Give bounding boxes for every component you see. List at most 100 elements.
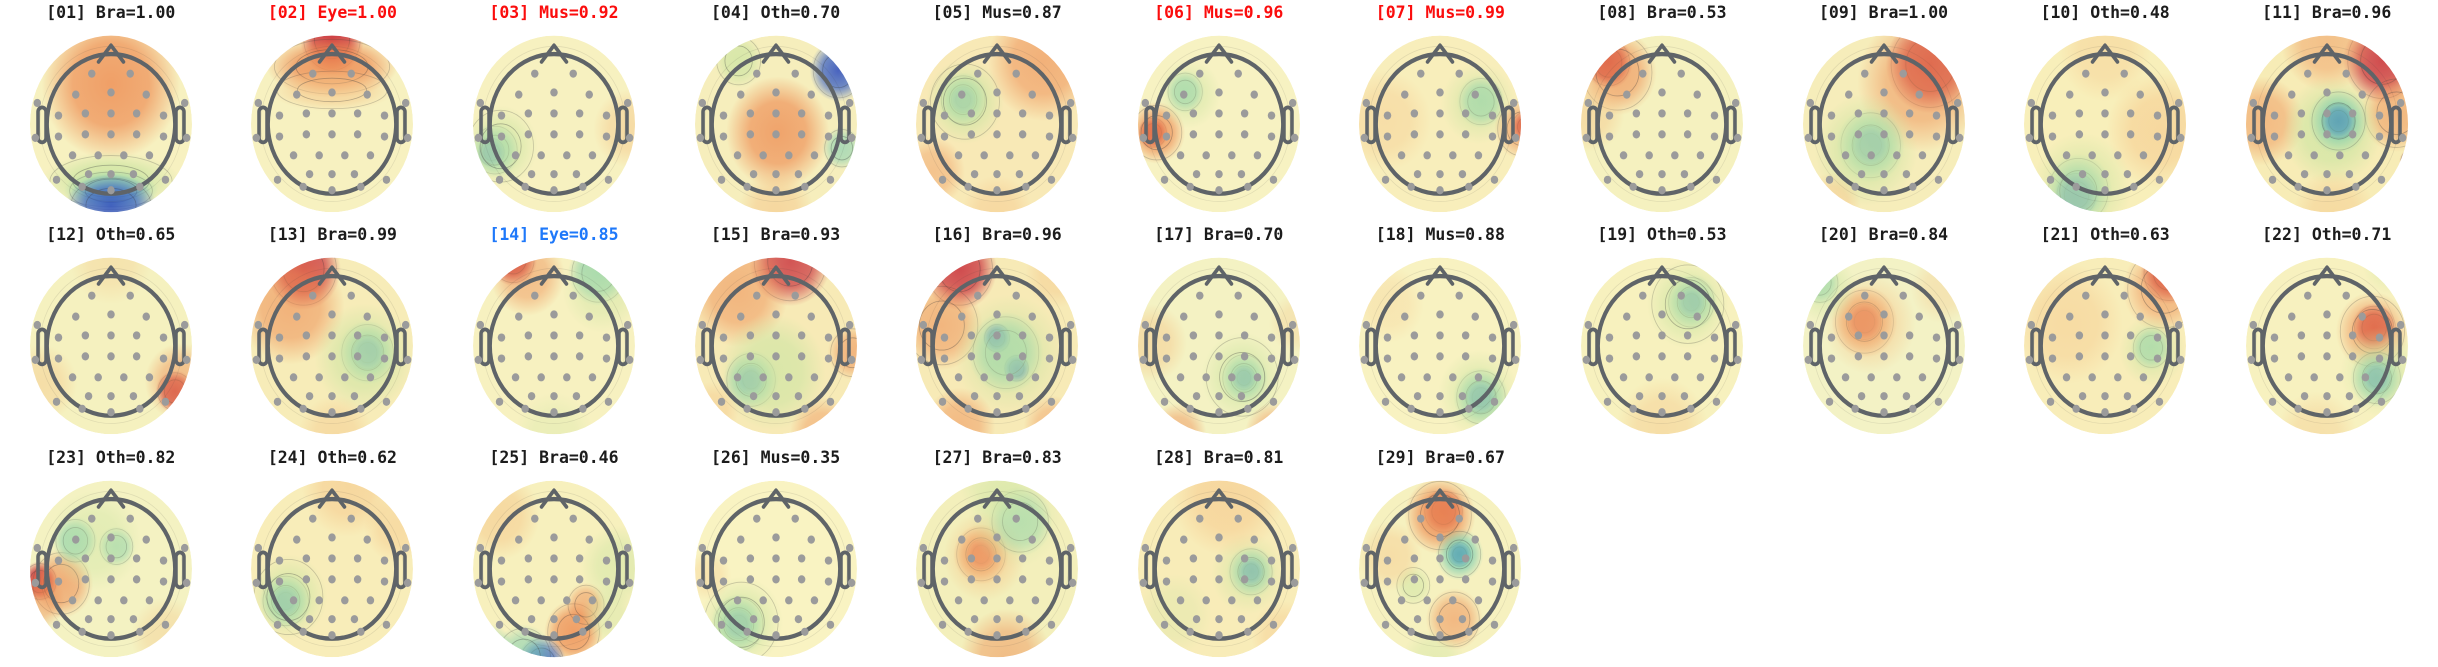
scalp-field (2024, 257, 2187, 435)
nose (539, 43, 569, 64)
component-cell: [24] Oth=0.62 (222, 445, 444, 667)
electrode-dots (917, 514, 1077, 639)
topomap (694, 257, 857, 435)
component-title: [09] Bra=1.00 (1818, 3, 1949, 22)
topomap (1359, 257, 1522, 435)
electrode-dots (696, 291, 855, 417)
component-title: [12] Oth=0.65 (46, 225, 176, 245)
component-title: [20] Bra=0.84 (1818, 225, 1949, 245)
electrode-dots (253, 69, 412, 195)
component-title: [24] Oth=0.62 (267, 447, 397, 467)
component-title: [05] Mus=0.87 (932, 3, 1062, 22)
component-cell: [21] Oth=0.63 (1994, 222, 2216, 444)
component-cell: [15] Bra=0.93 (665, 222, 887, 444)
component-title: [04] Oth=0.70 (711, 3, 841, 22)
electrode-dots (1139, 291, 1299, 417)
electrode-dots (474, 291, 634, 417)
component-cell: [28] Bra=0.81 (1108, 445, 1330, 667)
electrode-dots (253, 291, 412, 417)
electrode-dots (696, 69, 855, 195)
component-cell: [18] Mus=0.88 (1330, 222, 1552, 444)
component-cell: [29] Bra=0.67 (1330, 445, 1552, 667)
nose (96, 265, 126, 287)
topomap (1802, 35, 1965, 213)
nose (2090, 43, 2120, 64)
electrode-dots (2025, 291, 2185, 417)
component-cell: [27] Bra=0.83 (886, 445, 1108, 667)
nose (96, 487, 126, 509)
electrode-dots (1582, 291, 1742, 417)
electrode-dots (1582, 69, 1742, 195)
nose (318, 43, 347, 64)
topomap (29, 480, 192, 657)
topomap (916, 35, 1079, 213)
electrode-dots (31, 514, 191, 639)
component-cell: [12] Oth=0.65 (0, 222, 222, 444)
component-title: [11] Bra=0.96 (2262, 3, 2392, 22)
component-cell: [11] Bra=0.96 (2216, 0, 2438, 222)
scalp-field (251, 35, 414, 213)
component-cell: [02] Eye=1.00 (222, 0, 444, 222)
topomap (1580, 257, 1743, 435)
nose (982, 265, 1012, 287)
topomap (29, 35, 192, 213)
topomap (1359, 480, 1522, 657)
component-cell: [22] Oth=0.71 (2216, 222, 2438, 444)
component-title: [19] Oth=0.53 (1597, 225, 1727, 245)
scalp-field (1580, 257, 1743, 435)
nose (2312, 265, 2341, 287)
topomap (2024, 35, 2187, 213)
nose (1204, 43, 1234, 64)
topomap (472, 35, 635, 213)
component-cell: [09] Bra=1.00 (1773, 0, 1995, 222)
component-cell: [17] Bra=0.70 (1108, 222, 1330, 444)
nose (539, 487, 569, 509)
component-title: [07] Mus=0.99 (1375, 3, 1505, 22)
component-cell: [13] Bra=0.99 (222, 222, 444, 444)
component-title: [28] Bra=0.81 (1154, 447, 1284, 467)
component-title: [26] Mus=0.35 (711, 447, 841, 467)
nose (761, 265, 790, 287)
electrode-dots (474, 69, 634, 195)
nose (1204, 487, 1234, 509)
nose (1204, 265, 1234, 287)
scalp-field (1802, 257, 1965, 435)
electrode-dots (474, 514, 634, 639)
electrode-dots (917, 69, 1077, 195)
topomap (2245, 35, 2408, 213)
electrode-dots (31, 291, 191, 417)
component-title: [08] Bra=0.53 (1597, 3, 1727, 22)
topomap (1580, 35, 1743, 213)
nose (761, 487, 790, 509)
nose (2090, 265, 2120, 287)
nose (1426, 265, 1455, 287)
topomap (2024, 257, 2187, 435)
topomap (1137, 480, 1300, 657)
component-cell: [23] Oth=0.82 (0, 445, 222, 667)
topomap (916, 257, 1079, 435)
component-title: [13] Bra=0.99 (267, 225, 397, 245)
electrode-dots (696, 514, 855, 639)
component-title: [15] Bra=0.93 (711, 225, 841, 245)
head-outline (1808, 43, 1959, 196)
scalp-field (916, 35, 1079, 213)
electrode-dots (917, 291, 1077, 417)
topomap (916, 480, 1079, 657)
topomap (251, 480, 414, 657)
component-cell: [26] Mus=0.35 (665, 445, 887, 667)
topomap (694, 480, 857, 657)
nose (1426, 487, 1455, 509)
electrode-dots (253, 514, 412, 639)
component-cell: [05] Mus=0.87 (886, 0, 1108, 222)
electrode-dots (1804, 291, 1963, 417)
nose (96, 43, 126, 64)
component-title: [23] Oth=0.82 (46, 447, 176, 467)
component-cell: [19] Oth=0.53 (1551, 222, 1773, 444)
scalp-field (251, 257, 414, 435)
component-title: [18] Mus=0.88 (1375, 225, 1505, 245)
nose (318, 487, 347, 509)
component-cell: [16] Bra=0.96 (886, 222, 1108, 444)
topomap (1137, 257, 1300, 435)
electrode-dots (1804, 69, 1963, 195)
component-cell: [14] Eye=0.85 (443, 222, 665, 444)
